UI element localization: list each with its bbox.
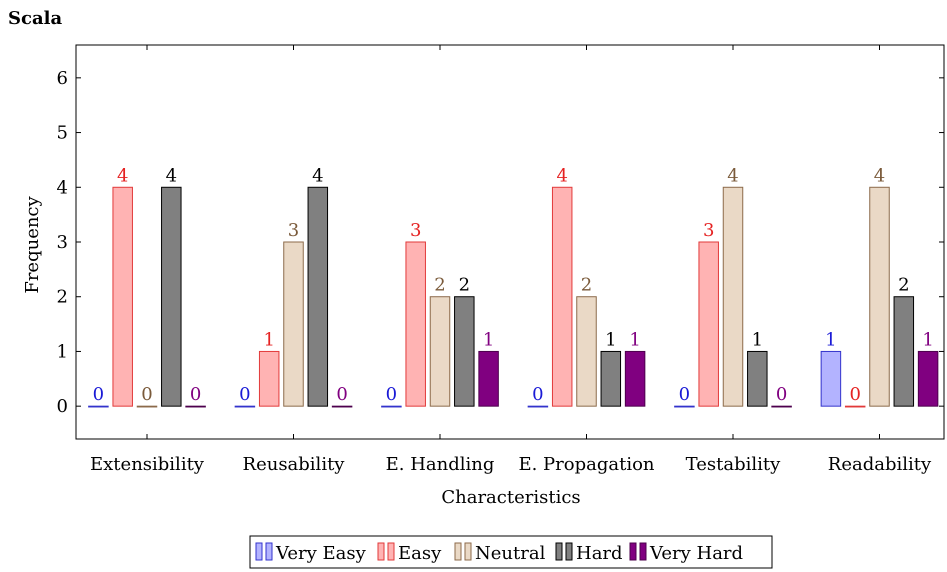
bar <box>112 186 133 407</box>
x-tick-label: E. Handling <box>386 454 495 475</box>
bar <box>405 241 426 407</box>
x-tick-label: Reusability <box>243 454 346 475</box>
data-label: 0 <box>386 384 397 405</box>
data-label: 0 <box>532 384 543 405</box>
x-tick-label: Readability <box>828 454 932 475</box>
bar <box>88 405 109 408</box>
plot-area: 0 1 2 3 4 5 6 Extensibility 0 4 0 4 0 Reusability 0 1 3 4… <box>57 44 945 475</box>
bar <box>820 350 842 407</box>
chart-title: Scala <box>8 8 63 29</box>
y-tick-label: 0 <box>57 396 68 417</box>
legend-label: Easy <box>398 543 442 564</box>
bar <box>185 405 206 408</box>
legend-swatch <box>454 542 462 561</box>
bar <box>893 296 915 407</box>
data-label: 4 <box>166 165 177 186</box>
data-label: 1 <box>825 329 836 350</box>
y-axis-label: Frequency <box>22 195 43 293</box>
y-tick-label: 6 <box>57 68 68 89</box>
legend-label: Very Easy <box>275 543 367 564</box>
data-label: 1 <box>922 329 933 350</box>
bar <box>283 241 304 407</box>
bar <box>429 296 451 407</box>
x-tick-label: Extensibility <box>90 454 205 475</box>
y-tick-label: 1 <box>57 341 68 362</box>
bar <box>234 405 256 408</box>
bar <box>454 296 475 407</box>
x-tick-label: Testability <box>686 454 781 475</box>
data-label: 2 <box>581 275 592 296</box>
legend: Very Easy Easy Neutral Hard Very Hard <box>249 535 773 569</box>
y-tick-label: 2 <box>57 287 68 308</box>
bar <box>161 186 182 407</box>
y-tick-label: 3 <box>57 232 68 253</box>
data-label: 0 <box>93 384 104 405</box>
data-label: 1 <box>263 329 274 350</box>
legend-label: Very Hard <box>649 543 743 564</box>
bar <box>844 405 866 408</box>
data-label: 0 <box>239 384 250 405</box>
legend-swatch <box>639 542 647 561</box>
legend-swatch <box>565 542 573 561</box>
data-label: 2 <box>898 275 909 296</box>
legend-swatch <box>464 542 472 561</box>
data-label: 0 <box>190 384 201 405</box>
legend-swatch <box>265 542 273 561</box>
bar <box>307 186 329 407</box>
bar <box>917 350 939 407</box>
legend-label: Hard <box>576 543 623 564</box>
data-label: 0 <box>141 384 152 405</box>
data-label: 3 <box>703 220 714 241</box>
plot-frame <box>75 44 945 440</box>
legend-swatch <box>377 542 385 561</box>
bar <box>771 405 792 408</box>
data-label: 0 <box>336 384 347 405</box>
legend-swatch <box>629 542 637 561</box>
bar <box>331 405 353 408</box>
bar <box>674 405 695 408</box>
data-label: 0 <box>679 384 690 405</box>
legend-swatch <box>255 542 263 561</box>
data-label: 4 <box>117 165 128 186</box>
bar <box>698 241 719 407</box>
x-axis-label: Characteristics <box>441 487 580 508</box>
data-label: 2 <box>434 275 445 296</box>
x-tick-label: E. Propagation <box>518 454 654 475</box>
data-label: 3 <box>410 220 421 241</box>
legend-label: Neutral <box>475 543 546 564</box>
data-label: 0 <box>776 384 787 405</box>
bar <box>869 186 890 407</box>
data-label: 2 <box>459 275 470 296</box>
data-label: 1 <box>752 329 763 350</box>
bar <box>258 350 280 407</box>
y-tick-label: 4 <box>57 177 68 198</box>
bar <box>551 186 573 407</box>
bar <box>624 350 646 407</box>
data-label: 1 <box>629 329 640 350</box>
data-label: 1 <box>605 329 616 350</box>
data-label: 4 <box>312 165 323 186</box>
bar <box>600 350 622 407</box>
data-label: 4 <box>727 165 738 186</box>
bar <box>527 405 549 408</box>
data-label: 4 <box>556 165 567 186</box>
data-label: 4 <box>874 165 885 186</box>
y-tick-label: 5 <box>57 123 68 144</box>
data-label: 3 <box>288 220 299 241</box>
bar <box>478 350 499 407</box>
bar <box>381 405 402 408</box>
bar <box>576 296 597 407</box>
legend-box <box>249 535 773 569</box>
legend-swatch <box>555 542 563 561</box>
bar <box>722 186 744 407</box>
bar <box>747 350 768 407</box>
data-label: 1 <box>483 329 494 350</box>
data-label: 0 <box>849 384 860 405</box>
legend-swatch <box>387 542 395 561</box>
bar <box>136 405 158 408</box>
